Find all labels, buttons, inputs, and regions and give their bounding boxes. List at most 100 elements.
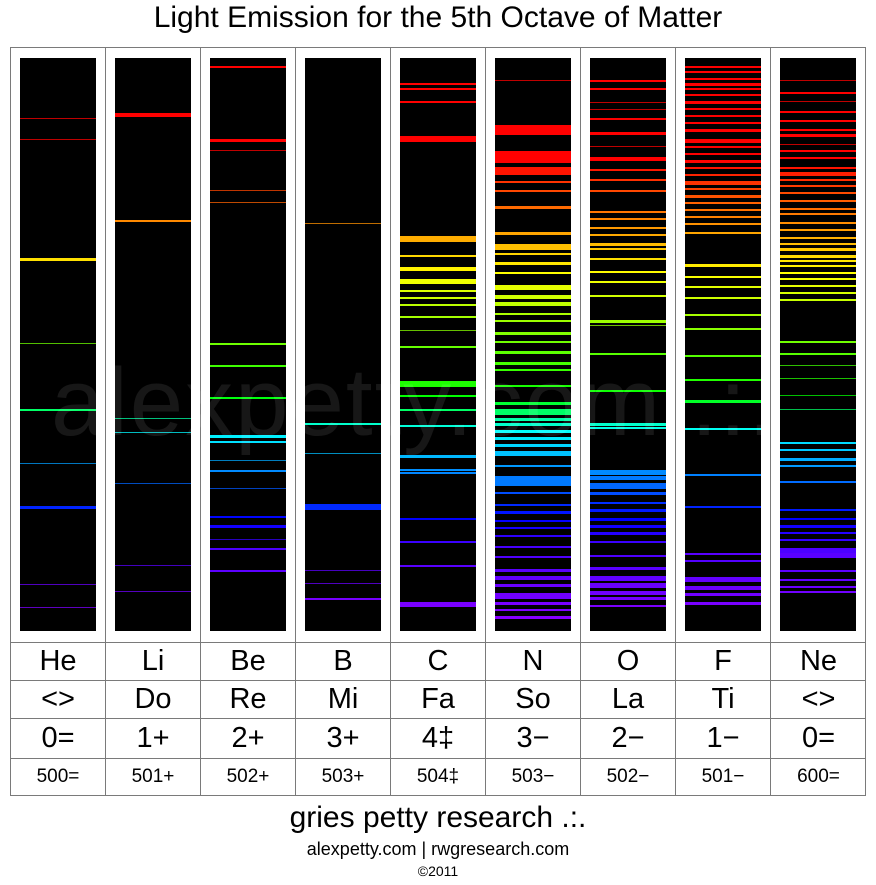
emission-line — [590, 567, 666, 570]
emission-line — [495, 262, 571, 265]
emission-line — [20, 343, 96, 344]
emission-line — [495, 465, 571, 467]
emission-line — [20, 139, 96, 140]
emission-line — [495, 232, 571, 235]
emission-line — [495, 244, 571, 250]
emission-line — [685, 355, 761, 357]
emission-line — [685, 314, 761, 316]
emission-line — [685, 160, 761, 163]
emission-line — [115, 565, 191, 566]
emission-line — [210, 460, 286, 461]
emission-line — [590, 320, 666, 323]
emission-line — [495, 320, 571, 322]
emission-line — [780, 548, 856, 554]
element-column-f: F Ti 1− 501− — [676, 48, 771, 795]
spectrum-c — [400, 58, 476, 631]
emission-line — [400, 297, 476, 299]
emission-line — [780, 532, 856, 534]
spectrum-be — [210, 58, 286, 631]
element-note: Fa — [391, 680, 485, 718]
emission-line — [400, 88, 476, 90]
emission-line — [780, 229, 856, 231]
emission-line — [780, 553, 856, 558]
element-symbol: N — [486, 642, 580, 680]
emission-line — [780, 395, 856, 396]
emission-line — [780, 539, 856, 541]
emission-line — [590, 390, 666, 392]
emission-line — [20, 584, 96, 585]
emission-line — [495, 556, 571, 558]
emission-line — [780, 208, 856, 210]
emission-line — [495, 151, 571, 163]
emission-line — [590, 157, 666, 161]
spectrum-n — [495, 58, 571, 631]
emission-line — [305, 453, 381, 454]
emission-line — [20, 463, 96, 464]
emission-line — [590, 132, 666, 135]
element-note: <> — [771, 680, 866, 718]
emission-line — [400, 267, 476, 271]
emission-line — [685, 216, 761, 218]
emission-line — [780, 570, 856, 572]
emission-line — [590, 118, 666, 120]
emission-line — [685, 400, 761, 403]
emission-line — [780, 481, 856, 483]
emission-line — [495, 476, 571, 486]
element-symbol: F — [676, 642, 770, 680]
emission-line — [590, 597, 666, 600]
emission-line — [685, 195, 761, 198]
emission-line — [495, 492, 571, 494]
emission-line — [780, 157, 856, 159]
emission-line — [685, 188, 761, 190]
spectrum-o — [590, 58, 666, 631]
emission-line — [210, 150, 286, 151]
emission-line — [685, 78, 761, 80]
emission-line — [780, 255, 856, 258]
emission-line — [210, 202, 286, 203]
emission-line — [590, 483, 666, 489]
element-valence: 0= — [11, 718, 105, 758]
element-note: Ti — [676, 680, 770, 718]
spectrum-he — [20, 58, 96, 631]
emission-line — [400, 469, 476, 471]
emission-line — [210, 365, 286, 367]
emission-line — [400, 304, 476, 306]
emission-line — [400, 346, 476, 348]
emission-line — [685, 122, 761, 124]
emission-line — [210, 488, 286, 489]
emission-line — [685, 232, 761, 234]
footer-org: gries petty research .:. — [289, 801, 587, 834]
emission-line — [400, 518, 476, 520]
emission-line — [590, 248, 666, 250]
emission-line — [590, 281, 666, 283]
emission-line — [590, 146, 666, 147]
emission-line — [590, 518, 666, 521]
element-valence: 3+ — [296, 718, 390, 758]
element-note: La — [581, 680, 675, 718]
emission-line — [495, 302, 571, 306]
emission-line — [780, 378, 856, 379]
emission-line — [780, 167, 856, 169]
emission-line — [400, 425, 476, 427]
emission-line — [400, 83, 476, 85]
emission-line — [590, 555, 666, 557]
emission-line — [780, 179, 856, 181]
emission-line — [495, 385, 571, 387]
element-symbol: C — [391, 642, 485, 680]
emission-line — [495, 535, 571, 537]
emission-line — [590, 583, 666, 588]
emission-line — [115, 220, 191, 222]
emission-line — [590, 80, 666, 82]
emission-line — [590, 271, 666, 273]
element-symbol: Li — [106, 642, 200, 680]
emission-line — [495, 190, 571, 192]
footer-links: alexpetty.com | rwgresearch.com — [306, 839, 570, 859]
emission-line — [780, 120, 856, 122]
element-grid: He <> 0= 500= Li Do 1+ 501+ Be Re 2+ 502+ B Mi 3+ 503+ C… — [10, 47, 866, 796]
emission-line — [685, 202, 761, 204]
emission-line — [495, 369, 571, 371]
emission-line — [685, 101, 761, 104]
element-column-he: He <> 0= 500= — [11, 48, 106, 795]
emission-line — [495, 206, 571, 209]
emission-line — [685, 297, 761, 299]
